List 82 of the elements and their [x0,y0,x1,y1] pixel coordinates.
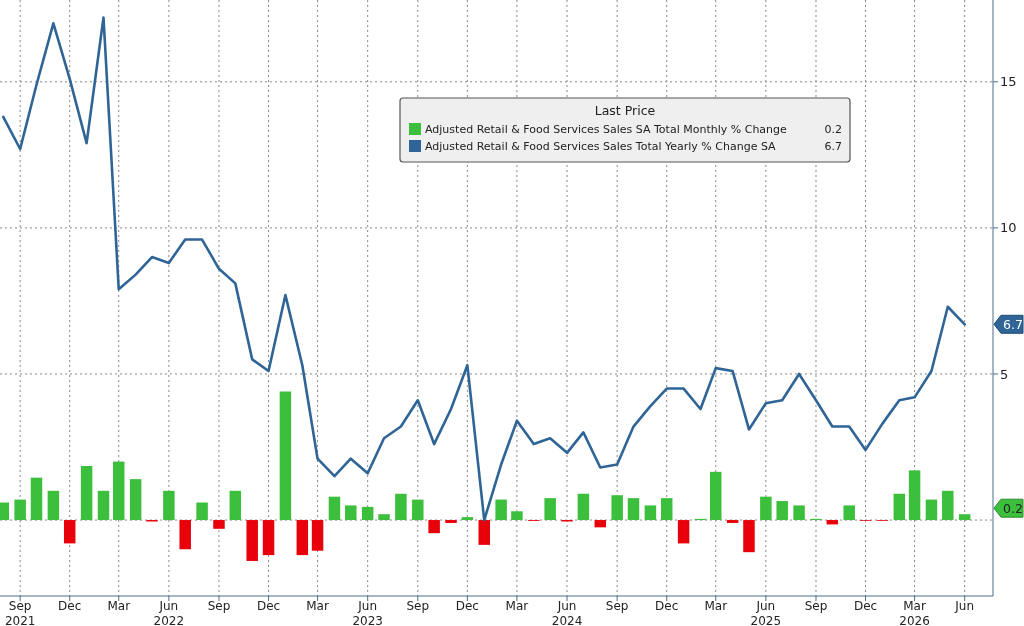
bar [743,520,755,553]
bar [246,520,258,561]
legend-label: Adjusted Retail & Food Services Sales Total Yearly % Change SA [425,139,777,153]
bar [577,493,590,521]
x-tick-label: Mar [704,599,728,613]
bar [311,520,324,551]
bar [544,498,556,521]
bar [627,498,640,521]
x-tick-label: Mar [505,599,529,613]
x-tick-label: Mar 2026 [899,599,930,626]
bar [461,517,474,521]
bar [958,514,971,521]
bar [710,471,722,521]
bar [0,502,10,521]
x-tick-label: Dec [853,599,878,613]
bar [361,506,374,521]
bar [30,477,43,521]
bar [262,520,275,556]
bar [495,499,507,521]
bar [594,520,607,528]
bar [328,496,341,521]
text: 0.2 [1003,500,1023,516]
x-tick-label: Jun 2025 [750,599,782,626]
x-tick-label: Dec [455,599,479,613]
bar [63,520,76,544]
bar [760,496,772,521]
text: 6.7 [1003,316,1023,332]
x-tick-label: Mar [306,599,329,613]
bar [80,465,93,521]
bar [445,520,457,523]
bar [793,505,805,521]
x-tick-label: Dec [58,599,82,613]
x-tick-label: Jun 2024 [551,599,583,626]
bar [942,490,954,521]
bar [129,479,142,521]
bar [511,511,523,521]
y-tick-label: 10 [1000,220,1017,236]
legend-label: Adjusted Retail & Food Services Sales SA Total Monthly % Change [425,122,788,136]
bar [113,461,125,521]
x-tick-label: Dec [655,599,679,613]
x-tick-label: Dec [256,599,281,613]
x-tick-label: Mar [107,599,131,613]
x-tick-label: Jun [954,599,975,613]
bar [677,520,690,544]
annotation: 0.2 [824,122,842,136]
bar [776,501,788,521]
bar [296,520,309,556]
bar [395,493,407,521]
bar [478,520,490,545]
x-tick-label: Sep 2021 [4,599,36,626]
bar [925,499,938,521]
bar [660,498,673,521]
bar [279,391,292,521]
bar [908,470,921,521]
bar [213,520,225,529]
bar [47,490,60,521]
bar [179,520,191,550]
y-tick-label: 15 [1000,74,1017,90]
legend-title: Last Price [594,103,656,118]
x-tick-label: Sep [605,599,629,613]
bar [893,493,906,521]
bar [843,505,855,521]
bar [611,495,623,521]
y-tick-label: 5 [1000,366,1009,382]
bar [97,490,110,521]
bar [428,520,440,534]
bar [378,514,390,521]
bar [644,505,657,521]
bar [345,505,357,521]
x-tick-label: Jun 2022 [153,599,185,626]
x-tick-label: Sep [207,599,231,613]
bar [726,520,739,523]
bar [196,502,208,521]
line-series [1,16,966,522]
bar [412,499,424,521]
x-tick-label: Sep [804,599,828,613]
x-tick-label: Jun 2023 [352,599,383,626]
bar [14,499,26,521]
x-tick-label: Sep [406,599,430,613]
annotation: 6.7 [824,139,842,153]
bar [229,490,242,521]
bar [163,490,175,521]
